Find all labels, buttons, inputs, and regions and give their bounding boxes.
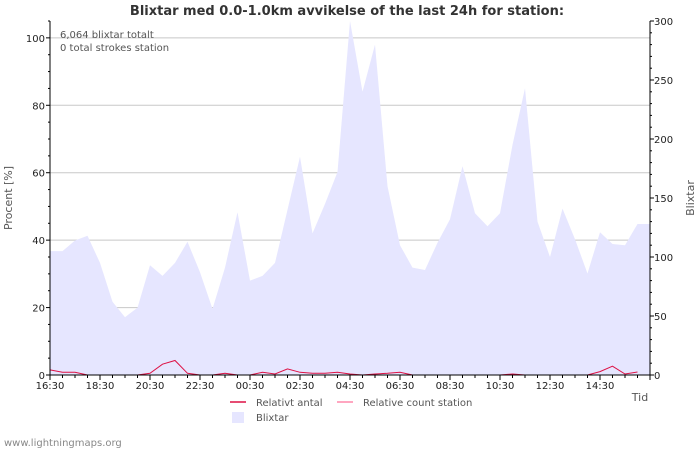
y-left-label: Procent [%] bbox=[2, 166, 15, 230]
legend-label-relative-count-station: Relative count station bbox=[363, 398, 472, 409]
y-left-tick-label: 60 bbox=[32, 169, 45, 180]
y-right-label: Blixtar bbox=[684, 180, 697, 216]
legend-label-blixtar: Blixtar bbox=[256, 413, 289, 424]
y-right-tick-labels: 0 50 100 150 200 250 300 bbox=[654, 17, 673, 382]
y-right-tick-label: 100 bbox=[654, 253, 673, 264]
y-left-tick-labels: 0 20 40 60 80 100 bbox=[26, 34, 45, 382]
x-tick-label: 02:30 bbox=[286, 381, 315, 392]
x-tick-label: 00:30 bbox=[236, 381, 265, 392]
blixtar-area-layer bbox=[50, 21, 650, 375]
legend-swatch-blixtar bbox=[232, 412, 244, 423]
legend-label-relativt-antal: Relativt antal bbox=[256, 398, 323, 409]
annotation-total: 6,064 blixtar totalt bbox=[60, 30, 154, 41]
chart-title: Blixtar med 0.0-1.0km avvikelse of the l… bbox=[130, 4, 564, 19]
x-tick-label: 22:30 bbox=[186, 381, 215, 392]
x-tick-label: 12:30 bbox=[536, 381, 565, 392]
footer-credit: www.lightningmaps.org bbox=[4, 438, 122, 449]
x-axis-label: Tid bbox=[631, 391, 648, 404]
y-right-tick-label: 0 bbox=[654, 371, 660, 382]
x-tick-label: 04:30 bbox=[336, 381, 365, 392]
annotation-station: 0 total strokes station bbox=[60, 43, 169, 54]
y-left-tick-label: 80 bbox=[32, 101, 45, 112]
x-tick-labels: 16:30 18:30 20:30 22:30 00:30 02:30 04:30 06:30… bbox=[36, 381, 615, 392]
y-right-tick-label: 200 bbox=[654, 135, 673, 146]
y-left-tick-label: 40 bbox=[32, 236, 45, 247]
x-tick-label: 14:30 bbox=[586, 381, 615, 392]
x-tick-label: 20:30 bbox=[136, 381, 165, 392]
axes bbox=[46, 20, 654, 380]
blixtar-area bbox=[50, 21, 650, 375]
x-tick-label: 16:30 bbox=[36, 381, 65, 392]
y-right-tick-label: 250 bbox=[654, 76, 673, 87]
x-tick-label: 10:30 bbox=[486, 381, 515, 392]
y-left-tick-label: 20 bbox=[32, 304, 45, 315]
y-left-tick-label: 0 bbox=[39, 371, 45, 382]
y-right-tick-label: 50 bbox=[654, 312, 667, 323]
y-left-tick-label: 100 bbox=[26, 34, 45, 45]
y-right-tick-label: 300 bbox=[654, 17, 673, 28]
x-tick-label: 18:30 bbox=[86, 381, 115, 392]
x-tick-label: 06:30 bbox=[386, 381, 415, 392]
y-right-tick-label: 150 bbox=[654, 194, 673, 205]
x-tick-label: 08:30 bbox=[436, 381, 465, 392]
legend: Relativt antal Relative count station Bl… bbox=[230, 398, 472, 424]
